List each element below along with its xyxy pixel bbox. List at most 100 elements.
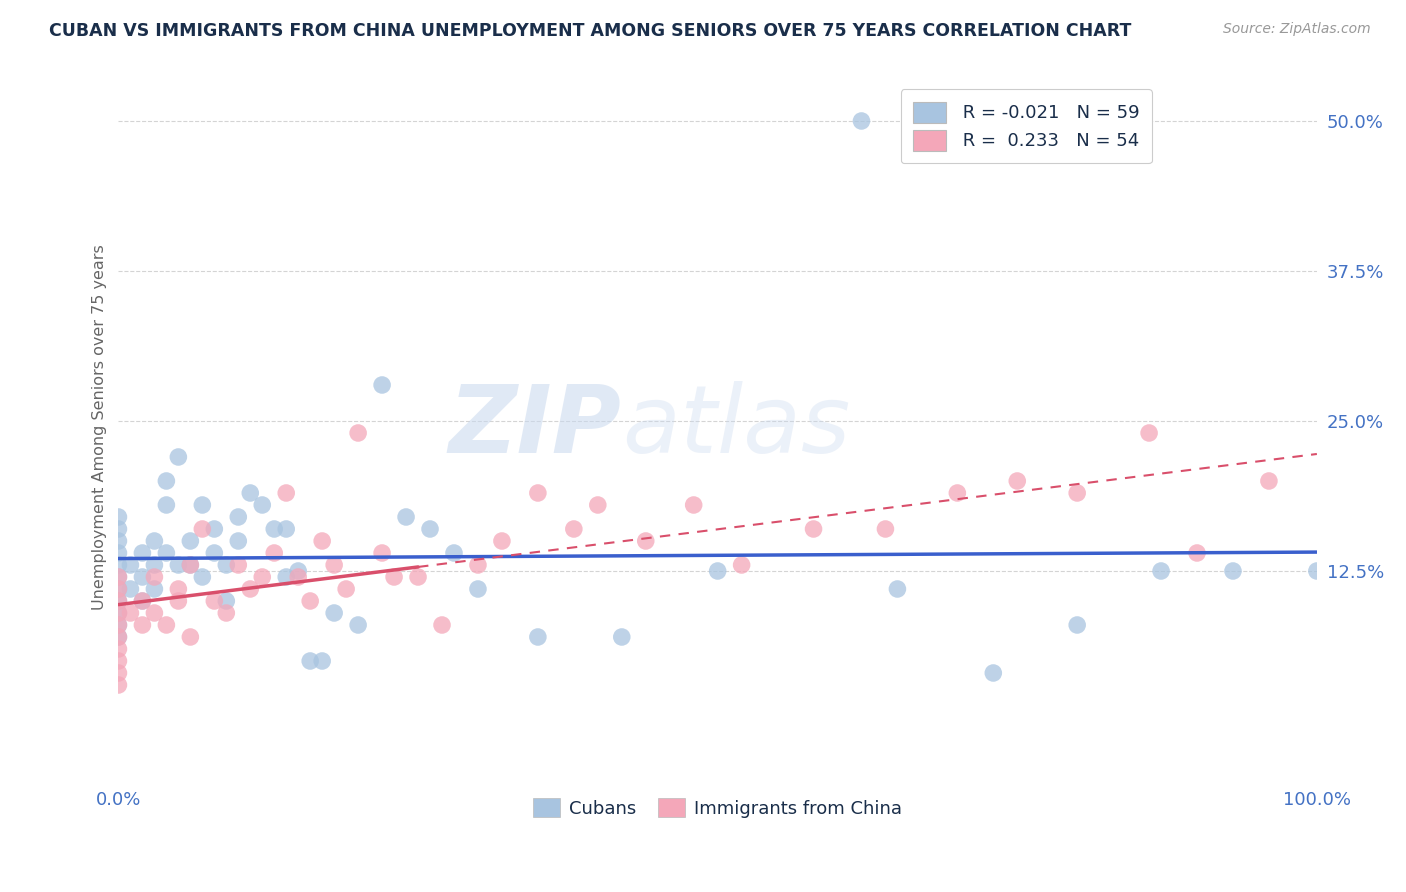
Point (143, 606, 166, 620)
Point (107, 606, 129, 620)
Point (155, 498, 177, 512)
Point (191, 570, 214, 584)
Point (155, 546, 177, 560)
Text: ZIP: ZIP (449, 381, 621, 473)
Point (430, 618, 453, 632)
Point (239, 486, 262, 500)
Point (179, 558, 201, 572)
Point (276, 522, 298, 536)
Point (682, 498, 704, 512)
Point (202, 594, 225, 608)
Point (335, 582, 357, 596)
Point (311, 654, 333, 668)
Point (1258, 474, 1281, 488)
Point (191, 498, 214, 512)
Point (311, 533, 333, 548)
Text: atlas: atlas (621, 382, 851, 473)
Point (419, 522, 441, 536)
Point (263, 522, 285, 536)
Point (347, 618, 370, 632)
Point (730, 558, 752, 572)
Point (131, 546, 153, 560)
Point (851, 114, 873, 128)
Point (107, 510, 129, 524)
Point (299, 654, 322, 668)
Point (527, 486, 550, 500)
Point (107, 522, 129, 536)
Point (875, 522, 897, 536)
Text: CUBAN VS IMMIGRANTS FROM CHINA UNEMPLOYMENT AMONG SENIORS OVER 75 YEARS CORRELAT: CUBAN VS IMMIGRANTS FROM CHINA UNEMPLOYM… (49, 22, 1132, 40)
Point (107, 665, 129, 680)
Point (1185, 546, 1208, 560)
Point (1222, 564, 1244, 578)
Point (276, 570, 298, 584)
Point (179, 558, 201, 572)
Point (215, 594, 238, 608)
Point (107, 558, 129, 572)
Point (467, 582, 489, 596)
Point (1150, 564, 1173, 578)
Point (706, 564, 728, 578)
Point (107, 630, 129, 644)
Point (610, 630, 633, 644)
Text: Source: ZipAtlas.com: Source: ZipAtlas.com (1223, 22, 1371, 37)
Point (191, 522, 214, 536)
Point (467, 558, 489, 572)
Point (382, 570, 405, 584)
Point (347, 425, 370, 440)
Point (167, 582, 190, 596)
Point (202, 522, 225, 536)
Point (634, 533, 657, 548)
Point (107, 654, 129, 668)
Point (107, 606, 129, 620)
Point (263, 546, 285, 560)
Point (371, 546, 394, 560)
Point (239, 582, 262, 596)
Point (143, 570, 166, 584)
Point (131, 594, 153, 608)
Point (107, 582, 129, 596)
Legend: Cubans, Immigrants from China: Cubans, Immigrants from China (526, 791, 910, 825)
Point (252, 498, 274, 512)
Point (1066, 486, 1088, 500)
Point (202, 546, 225, 560)
Point (107, 582, 129, 596)
Point (562, 522, 585, 536)
Point (107, 642, 129, 657)
Point (107, 594, 129, 608)
Point (120, 582, 142, 596)
Point (287, 570, 309, 584)
Point (107, 570, 129, 584)
Point (167, 558, 190, 572)
Point (323, 558, 346, 572)
Point (491, 533, 513, 548)
Point (167, 594, 190, 608)
Point (287, 564, 309, 578)
Point (120, 558, 142, 572)
Point (107, 546, 129, 560)
Point (1137, 425, 1160, 440)
Point (167, 450, 190, 464)
Point (226, 510, 249, 524)
Point (226, 533, 249, 548)
Point (803, 522, 825, 536)
Point (1306, 564, 1329, 578)
Point (406, 570, 429, 584)
Point (143, 533, 166, 548)
Point (143, 582, 166, 596)
Point (886, 582, 908, 596)
Point (323, 606, 346, 620)
Point (1066, 618, 1088, 632)
Point (155, 618, 177, 632)
Point (107, 630, 129, 644)
Point (131, 570, 153, 584)
Point (276, 486, 298, 500)
Point (179, 630, 201, 644)
Point (215, 558, 238, 572)
Point (252, 570, 274, 584)
Point (1007, 474, 1029, 488)
Point (107, 618, 129, 632)
Point (107, 533, 129, 548)
Point (155, 474, 177, 488)
Point (371, 378, 394, 392)
